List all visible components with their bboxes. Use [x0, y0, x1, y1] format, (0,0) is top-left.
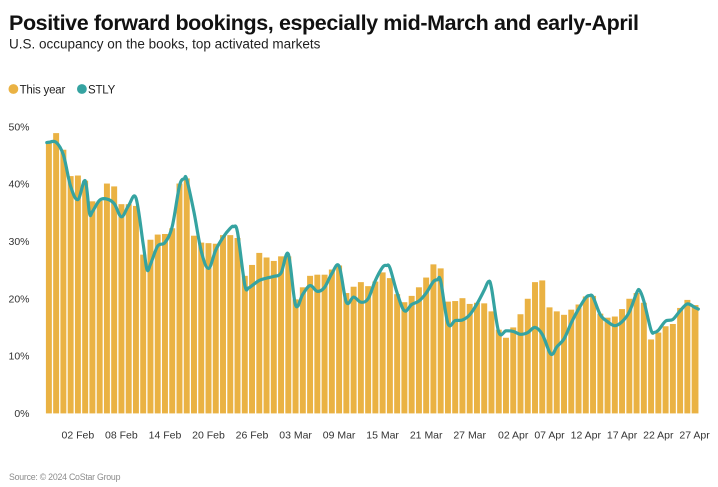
svg-text:09 Mar: 09 Mar [323, 430, 356, 442]
svg-text:27 Mar: 27 Mar [453, 430, 486, 442]
svg-text:17 Apr: 17 Apr [607, 430, 638, 442]
svg-text:08 Feb: 08 Feb [105, 430, 138, 442]
svg-text:22 Apr: 22 Apr [643, 430, 674, 442]
svg-text:15 Mar: 15 Mar [366, 430, 399, 442]
svg-text:0%: 0% [14, 408, 29, 420]
svg-text:10%: 10% [8, 351, 29, 363]
svg-text:20%: 20% [8, 293, 29, 305]
svg-text:Positive forward bookings, esp: Positive forward bookings, especially mi… [9, 11, 639, 35]
svg-text:30%: 30% [8, 236, 29, 248]
svg-text:50%: 50% [8, 121, 29, 133]
svg-text:20 Feb: 20 Feb [192, 430, 225, 442]
svg-text:40%: 40% [8, 179, 29, 191]
svg-text:03 Mar: 03 Mar [279, 430, 312, 442]
svg-text:27 Apr: 27 Apr [679, 430, 710, 442]
svg-text:26 Feb: 26 Feb [236, 430, 269, 442]
svg-text:12 Apr: 12 Apr [571, 430, 602, 442]
svg-text:02 Feb: 02 Feb [62, 430, 95, 442]
svg-text:02 Apr: 02 Apr [498, 430, 529, 442]
svg-text:14 Feb: 14 Feb [149, 430, 182, 442]
svg-text:This year: This year [20, 85, 66, 97]
svg-text:Source: © 2024 CoStar Group: Source: © 2024 CoStar Group [9, 472, 121, 482]
svg-text:21 Mar: 21 Mar [410, 430, 443, 442]
svg-text:STLY: STLY [88, 85, 116, 97]
svg-text:07 Apr: 07 Apr [534, 430, 565, 442]
svg-text:U.S. occupancy on the books, t: U.S. occupancy on the books, top activat… [9, 37, 321, 52]
